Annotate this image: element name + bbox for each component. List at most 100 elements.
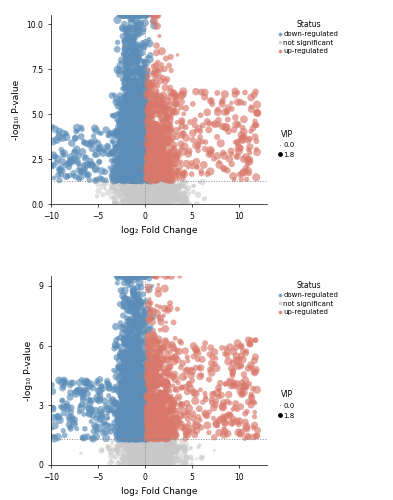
Point [136, 400, 143, 408]
Point [119, 112, 125, 120]
Point [129, 75, 135, 83]
Point [118, 174, 125, 182]
Point [142, 164, 148, 172]
Point [123, 424, 130, 432]
Point [130, 181, 137, 189]
Point [134, 66, 140, 74]
Point [131, 38, 137, 46]
Point [252, 336, 259, 344]
Point [138, 454, 144, 462]
Point [170, 426, 176, 434]
Point [139, 459, 145, 467]
Point [122, 36, 129, 44]
Point [133, 366, 140, 374]
Point [61, 402, 67, 410]
Point [110, 164, 117, 172]
Point [135, 303, 141, 311]
Point [145, 417, 152, 425]
Point [137, 358, 143, 366]
Point [126, 444, 132, 452]
Point [132, 109, 139, 117]
Point [143, 88, 149, 96]
Point [151, 194, 157, 202]
Point [138, 190, 145, 198]
Point [134, 272, 141, 280]
Point [129, 52, 135, 60]
Point [120, 418, 127, 426]
Point [123, 369, 130, 377]
Point [203, 411, 209, 419]
Point [156, 182, 163, 190]
Point [138, 428, 144, 436]
Point [142, 452, 149, 460]
Point [117, 433, 123, 441]
Point [167, 446, 173, 454]
Point [90, 384, 96, 392]
Point [237, 362, 243, 370]
Point [132, 410, 138, 418]
Point [132, 112, 139, 120]
Point [138, 458, 144, 466]
Point [138, 140, 145, 148]
Point [159, 434, 165, 442]
Point [141, 160, 147, 168]
Point [141, 416, 147, 424]
Point [221, 165, 228, 173]
Point [125, 163, 131, 171]
Point [136, 140, 142, 147]
Point [124, 152, 130, 160]
Point [157, 326, 163, 334]
Point [132, 174, 138, 182]
Point [134, 392, 140, 400]
Point [125, 142, 132, 150]
Point [136, 194, 143, 202]
Point [152, 398, 159, 406]
Point [130, 428, 137, 436]
Point [149, 416, 155, 424]
Point [130, 86, 137, 94]
Point [134, 160, 140, 168]
Point [176, 453, 182, 461]
Point [129, 460, 136, 468]
Point [101, 147, 107, 155]
Point [136, 166, 143, 174]
Point [157, 122, 163, 130]
Point [108, 130, 114, 138]
Point [150, 182, 156, 190]
Point [137, 386, 143, 394]
Point [159, 443, 165, 451]
Point [147, 171, 154, 179]
Point [122, 420, 128, 428]
Point [113, 423, 119, 431]
Point [138, 349, 144, 357]
Point [142, 456, 149, 464]
Point [136, 372, 142, 380]
Point [144, 174, 151, 182]
Point [142, 18, 148, 26]
Point [147, 430, 153, 438]
Point [137, 99, 143, 107]
Point [171, 460, 177, 468]
Point [127, 396, 134, 404]
Point [172, 188, 178, 196]
Point [129, 342, 135, 349]
Point [138, 338, 144, 345]
Point [129, 398, 136, 406]
Point [126, 168, 132, 176]
Point [231, 126, 237, 134]
Point [149, 426, 155, 434]
Point [124, 162, 130, 170]
Point [147, 428, 153, 436]
Point [172, 353, 178, 361]
Point [124, 166, 130, 174]
Point [181, 459, 187, 467]
Point [124, 116, 130, 124]
Point [131, 144, 138, 152]
Point [136, 141, 142, 149]
Point [122, 127, 128, 135]
Point [116, 413, 122, 421]
Point [134, 419, 141, 427]
Point [147, 412, 153, 420]
Point [163, 415, 169, 423]
Point [143, 428, 150, 436]
